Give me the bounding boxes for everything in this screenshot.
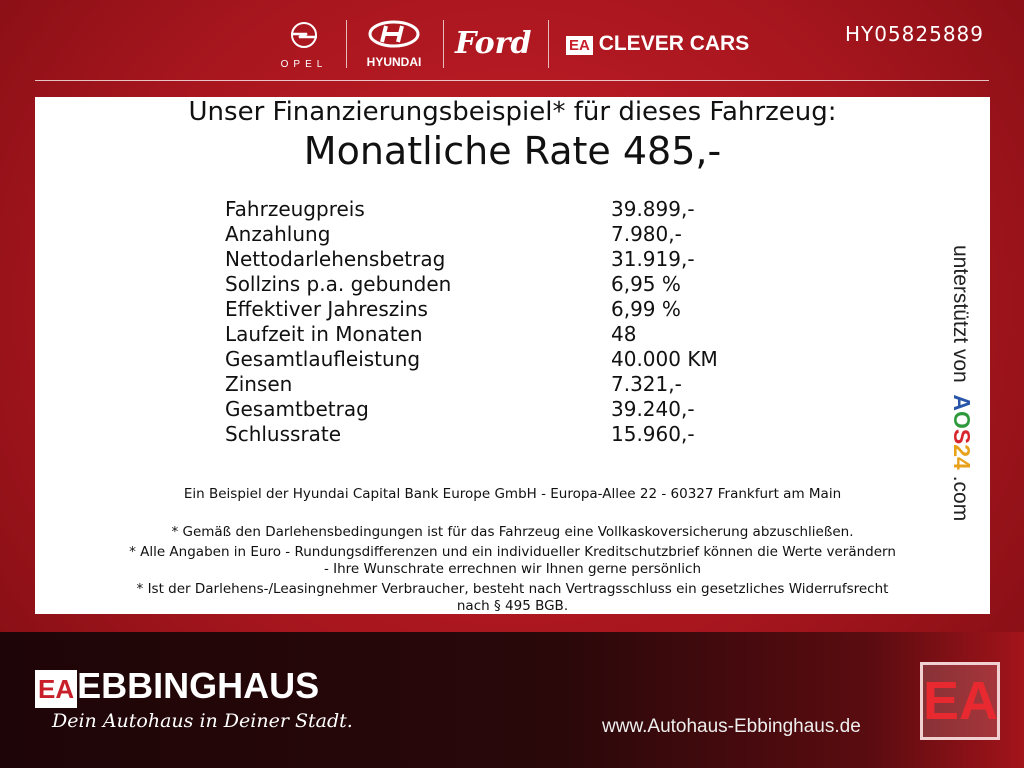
- bank-info: Ein Beispiel der Hyundai Capital Bank Eu…: [183, 486, 842, 502]
- footnote: * Gemäß den Darlehensbedingungen ist für…: [171, 524, 854, 540]
- row-label: Anzahlung: [225, 222, 331, 246]
- divider: [35, 80, 989, 81]
- hyundai-h-icon: [368, 20, 420, 48]
- footnote: nach § 495 BGB.: [456, 598, 569, 614]
- footnote: * Alle Angaben in Euro - Rundungsdiffere…: [129, 544, 896, 560]
- row-value: 48: [611, 322, 637, 346]
- row-label: Gesamtlaufleistung: [225, 347, 421, 371]
- row-value: 40.000 KM: [611, 347, 718, 371]
- row-value: 6,95 %: [611, 272, 681, 296]
- table-row: Gesamtbetrag 39.240,-: [225, 397, 785, 422]
- ea-emblem: EA: [920, 662, 1000, 740]
- supported-by-aos24: unterstützt von AOS24 .com: [949, 245, 975, 522]
- monthly-rate: Monatliche Rate 485,-: [303, 129, 722, 173]
- row-label: Sollzins p.a. gebunden: [225, 272, 452, 296]
- row-value: 15.960,-: [611, 422, 695, 446]
- brand-header: OPEL HYUNDAI Ford EA CLEVER CARS HY05825…: [0, 0, 1024, 82]
- row-value: 7.980,-: [611, 222, 682, 246]
- row-value: 31.919,-: [611, 247, 695, 271]
- dealer-footer: EAEBBINGHAUS Dein Autohaus in Deiner Sta…: [0, 632, 1024, 768]
- opel-logo: OPEL: [276, 20, 332, 70]
- row-label: Zinsen: [225, 372, 293, 396]
- table-row: Effektiver Jahreszins 6,99 %: [225, 297, 785, 322]
- ford-logo: Ford: [455, 26, 532, 61]
- table-row: Laufzeit in Monaten 48: [225, 322, 785, 347]
- clever-cars-logo: EA CLEVER CARS: [566, 32, 749, 56]
- row-label: Laufzeit in Monaten: [225, 322, 423, 346]
- row-label: Effektiver Jahreszins: [225, 297, 428, 321]
- vehicle-code: HY05825889: [844, 22, 984, 46]
- footnote: - Ihre Wunschrate errechnen wir Ihnen ge…: [323, 561, 702, 577]
- table-row: Schlussrate 15.960,-: [225, 422, 785, 447]
- hyundai-logo: HYUNDAI: [358, 20, 430, 69]
- opel-blitz-icon: [291, 22, 317, 48]
- table-row: Sollzins p.a. gebunden 6,95 %: [225, 272, 785, 297]
- table-row: Zinsen 7.321,-: [225, 372, 785, 397]
- row-label: Nettodarlehensbetrag: [225, 247, 446, 271]
- row-value: 39.899,-: [611, 197, 695, 221]
- table-row: Anzahlung 7.980,-: [225, 222, 785, 247]
- ebbinghaus-logo: EAEBBINGHAUS: [35, 668, 319, 708]
- row-value: 7.321,-: [611, 372, 682, 396]
- row-label: Gesamtbetrag: [225, 397, 369, 421]
- website-link[interactable]: www.Autohaus-Ebbinghaus.de: [602, 716, 861, 737]
- table-row: Fahrzeugpreis 39.899,-: [225, 197, 785, 222]
- financing-table: Fahrzeugpreis 39.899,- Anzahlung 7.980,- Net…: [225, 197, 785, 447]
- financing-panel: Unser Finanzierungsbeispiel* für dieses …: [35, 97, 990, 614]
- financing-title: Unser Finanzierungsbeispiel* für dieses …: [188, 97, 837, 127]
- aos24-logo: AOS24: [949, 394, 975, 470]
- row-value: 39.240,-: [611, 397, 695, 421]
- row-value: 6,99 %: [611, 297, 681, 321]
- footnote: * Ist der Darlehens-/Leasingnehmer Verbr…: [136, 581, 889, 597]
- table-row: Gesamtlaufleistung 40.000 KM: [225, 347, 785, 372]
- table-row: Nettodarlehensbetrag 31.919,-: [225, 247, 785, 272]
- slogan: Dein Autohaus in Deiner Stadt.: [52, 710, 353, 732]
- row-label: Fahrzeugpreis: [225, 197, 365, 221]
- row-label: Schlussrate: [225, 422, 342, 446]
